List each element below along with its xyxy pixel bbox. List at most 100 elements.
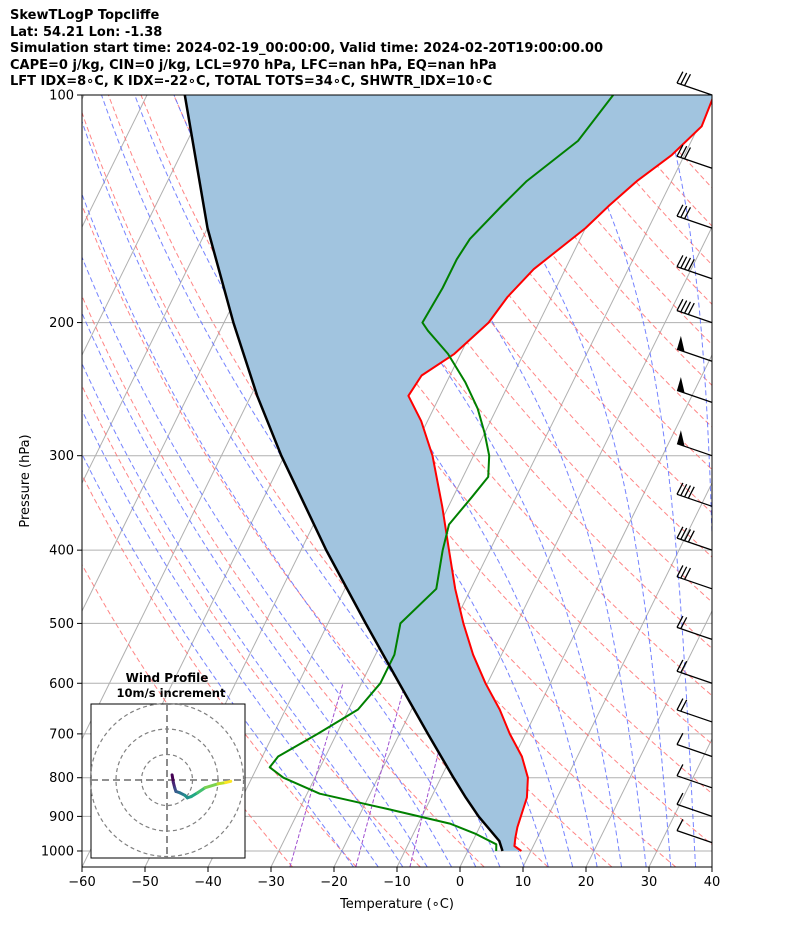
x-tick-label: −60 (68, 875, 95, 890)
y-tick-label: 1000 (41, 844, 74, 859)
y-tick-label: 200 (49, 316, 74, 331)
moist-adiabat-line (82, 452, 354, 867)
y-tick-label: 400 (49, 544, 74, 559)
wind-barb-flag (680, 660, 688, 673)
isotherm-line (82, 95, 85, 101)
wind-barb-flag (676, 819, 684, 831)
wind-barb-staff (676, 537, 713, 551)
wind-barb-staff (676, 830, 713, 844)
moist-adiabat-line (82, 362, 404, 867)
hodograph-frame (90, 703, 246, 859)
wind-barb-flag (676, 526, 684, 539)
x-tick-label: −40 (194, 875, 221, 890)
wind-barbs (676, 71, 713, 844)
wind-barb-flag (680, 145, 688, 158)
wind-barb-flag (676, 764, 684, 777)
wind-barb-flag (680, 566, 688, 579)
isotherm-line (711, 865, 712, 867)
moist-adiabat-line (659, 95, 712, 551)
x-tick-label: 40 (704, 875, 721, 890)
wind-barb-staff (676, 626, 713, 641)
hodograph-trace-segment (224, 779, 233, 785)
indices-line: LFT IDX=8∘C, K IDX=-22∘C, TOTAL TOTS=34∘… (10, 74, 493, 89)
temperature-line (407, 97, 712, 852)
y-tick-label: 700 (49, 727, 74, 742)
wind-barb-flag (676, 615, 684, 628)
wind-barb-staff (676, 775, 713, 789)
wind-barb-flag (680, 699, 688, 712)
isotherm-line (459, 353, 712, 867)
wind-barb-flag (676, 792, 684, 805)
x-tick-label: 0 (456, 875, 464, 890)
wind-barb-pennant (677, 377, 685, 393)
cin-fill-area (184, 95, 712, 851)
x-tick-label: 20 (578, 875, 595, 890)
wind-barb-flag (676, 298, 684, 311)
wind-barb-flag (680, 483, 688, 496)
wind-barb-staff (676, 348, 713, 362)
x-tick-label: −10 (383, 875, 410, 890)
wind-barb-staff (676, 266, 713, 280)
hodograph-trace-segment (196, 786, 207, 795)
y-tick-label: 800 (49, 771, 74, 786)
wind-barb-flag (683, 73, 692, 86)
mixing-ratio-line (409, 683, 457, 867)
wind-barb-flag (676, 732, 684, 745)
wind-barb-staff (676, 389, 713, 403)
wind-barb-flag (683, 567, 692, 580)
wind-barb-flag (687, 530, 695, 543)
axes: −60 −50 −40 −30 −20 −10 0 10 20 30 40 100 200 300 400 5… (41, 89, 720, 891)
wind-barb-flag (687, 258, 695, 271)
cape-line: CAPE=0 j/kg, CIN=0 j/kg, LCL=970 hPa, LF… (10, 57, 497, 73)
y-axis-label: Pressure (hPa) (18, 434, 33, 527)
wind-barb-flag (680, 300, 688, 313)
dry-adiabat-line (434, 95, 712, 428)
wind-barb-staff (676, 82, 713, 96)
wind-barb-flag (680, 527, 688, 540)
wind-barb-pennant (677, 335, 685, 352)
hodograph-trace-segment (203, 782, 220, 790)
wind-barb-flag (676, 204, 684, 217)
y-tick-label: 500 (49, 617, 74, 632)
wind-barb-flag (680, 205, 688, 218)
chart-title: SkewTLogP Topcliffe (10, 8, 160, 23)
wind-barb-flag (676, 565, 684, 578)
wind-barb-flag (687, 302, 695, 315)
dry-adiabat-line (401, 95, 712, 471)
y-tick-label: 300 (49, 449, 74, 464)
wind-barb-staff (676, 670, 713, 684)
wind-barb-flag (676, 698, 684, 711)
wind-barb-flag (683, 529, 692, 542)
wind-barb-flag (676, 71, 684, 84)
isotherm-line (648, 737, 712, 867)
y-tick-label: 100 (49, 89, 74, 104)
wind-barb-flag (683, 301, 692, 314)
moist-adiabat-line (173, 95, 574, 867)
wind-barb-flag (680, 617, 688, 630)
wind-barb-flag (683, 257, 692, 270)
moist-adiabat-line (351, 95, 647, 867)
dry-adiabat-line (82, 204, 549, 867)
wind-barb-pennant (677, 430, 685, 447)
moist-adiabat-line (740, 95, 748, 867)
wind-barb-flag (687, 486, 695, 499)
moist-adiabat-line (82, 311, 428, 867)
y-tick-label: 600 (49, 677, 74, 692)
time-line: Simulation start time: 2024-02-19_00:00:… (10, 41, 603, 56)
wind-barb-flag (683, 147, 692, 160)
isotherm-line (522, 481, 712, 867)
x-tick-label: −20 (320, 875, 347, 890)
y-tick-label: 900 (49, 810, 74, 825)
x-axis-label: Temperature (∘C) (339, 897, 454, 912)
plot-area (82, 95, 748, 867)
wind-barb-staff (676, 743, 713, 758)
chart-header: SkewTLogP Topcliffe Lat: 54.21 Lon: -1.3… (10, 8, 603, 91)
wind-barb-flag (676, 482, 684, 495)
x-tick-label: −30 (257, 875, 284, 890)
wind-barb-flag (676, 659, 684, 672)
x-tick-label: 30 (641, 875, 658, 890)
moist-adiabat-line (82, 409, 379, 867)
hodograph-title: Wind Profile (126, 671, 209, 685)
wind-barb-staff (676, 309, 713, 324)
